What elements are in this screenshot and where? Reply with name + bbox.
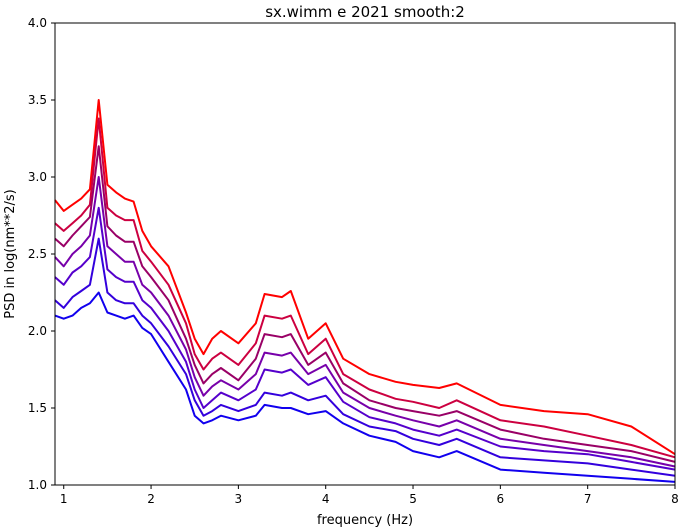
psd-series-line <box>54 145 676 463</box>
y-tick-label: 1.5 <box>28 401 47 415</box>
y-axis: 1.0 1.5 2.0 2.5 3.0 3.5 4.0 <box>28 16 55 492</box>
x-axis-label: frequency (Hz) <box>317 513 413 528</box>
y-tick-label: 3.5 <box>28 93 47 107</box>
psd-series-line <box>54 291 676 483</box>
x-tick-label: 8 <box>671 492 679 506</box>
y-tick-label: 4.0 <box>28 16 47 30</box>
x-tick-label: 5 <box>409 492 417 506</box>
x-axis: 1 2 3 4 5 6 7 8 <box>60 485 679 506</box>
x-tick-label: 7 <box>584 492 592 506</box>
psd-series-line <box>54 117 676 459</box>
psd-series-line <box>54 99 676 456</box>
x-tick-label: 3 <box>235 492 243 506</box>
x-tick-label: 1 <box>60 492 68 506</box>
y-tick-label: 1.0 <box>28 478 47 492</box>
psd-series-line <box>54 176 676 468</box>
x-tick-label: 6 <box>497 492 505 506</box>
y-tick-label: 2.5 <box>28 247 47 261</box>
psd-series-line <box>54 206 676 471</box>
y-tick-label: 3.0 <box>28 170 47 184</box>
y-axis-label: PSD in log(nm**2/s) <box>3 189 18 319</box>
x-tick-label: 2 <box>147 492 155 506</box>
series-group <box>54 99 676 483</box>
psd-series-line <box>54 237 676 477</box>
y-tick-label: 2.0 <box>28 324 47 338</box>
chart-title: sx.wimm e 2021 smooth:2 <box>265 3 465 21</box>
x-tick-label: 4 <box>322 492 330 506</box>
